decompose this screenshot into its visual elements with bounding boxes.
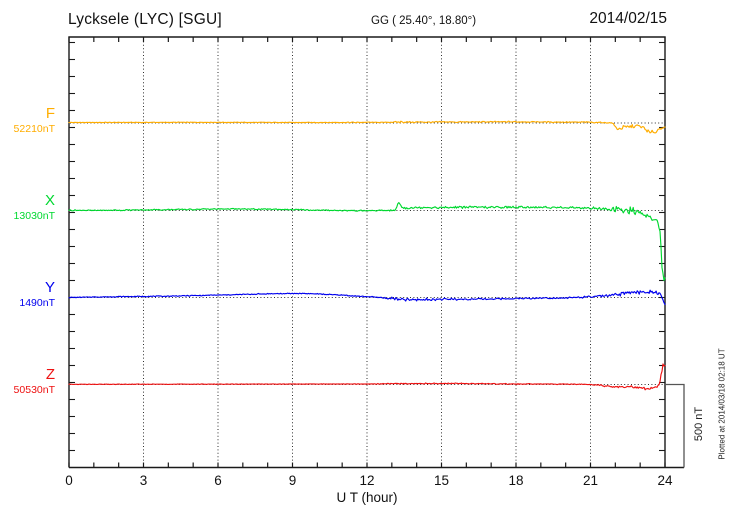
x-tick-label: 24 xyxy=(657,473,673,488)
x-tick-label: 6 xyxy=(214,473,222,488)
series-baseline-value: 1490nT xyxy=(19,297,55,309)
scale-bar-label: 500 nT xyxy=(693,406,705,442)
plotted-timestamp-note: Plotted at 2014/03/18 02:18 UT xyxy=(717,348,727,460)
station-title: Lycksele (LYC) [SGU] xyxy=(68,11,222,28)
x-tick-label: 0 xyxy=(65,473,73,488)
x-tick-label: 3 xyxy=(139,473,148,488)
x-tick-label: 15 xyxy=(433,473,450,488)
series-letter: F xyxy=(45,105,55,122)
series-letter: Z xyxy=(45,366,55,383)
series-label-F: F 52210nT xyxy=(14,106,55,135)
geographic-coordinates: GG ( 25.40°, 18.80°) xyxy=(371,15,477,27)
x-tick-label: 12 xyxy=(359,473,375,488)
traces xyxy=(68,120,666,391)
series-letter: Y xyxy=(44,279,55,296)
series-letter: X xyxy=(44,192,55,209)
series-label-Z: Z 50530nT xyxy=(14,367,55,396)
x-axis-label: U T (hour) xyxy=(336,490,398,505)
x-tick-label: 9 xyxy=(288,473,297,488)
trace-Y xyxy=(68,289,666,305)
trace-F xyxy=(68,120,666,134)
series-label-X: X 13030nT xyxy=(14,193,55,222)
observation-date: 2014/02/15 xyxy=(589,10,667,27)
nT-ticks xyxy=(69,41,665,452)
gridlines xyxy=(70,38,664,467)
plot-frame xyxy=(68,36,684,469)
trace-Z xyxy=(68,363,666,391)
series-baseline-value: 13030nT xyxy=(13,210,55,222)
series-baseline-value: 52210nT xyxy=(13,123,55,135)
series-label-Y: Y 1490nT xyxy=(19,280,55,309)
trace-X xyxy=(68,202,666,282)
x-tick-label: 21 xyxy=(582,473,599,488)
scale-bar xyxy=(665,383,685,468)
series-baseline-value: 50530nT xyxy=(13,384,55,396)
x-tick-label: 18 xyxy=(508,473,524,488)
